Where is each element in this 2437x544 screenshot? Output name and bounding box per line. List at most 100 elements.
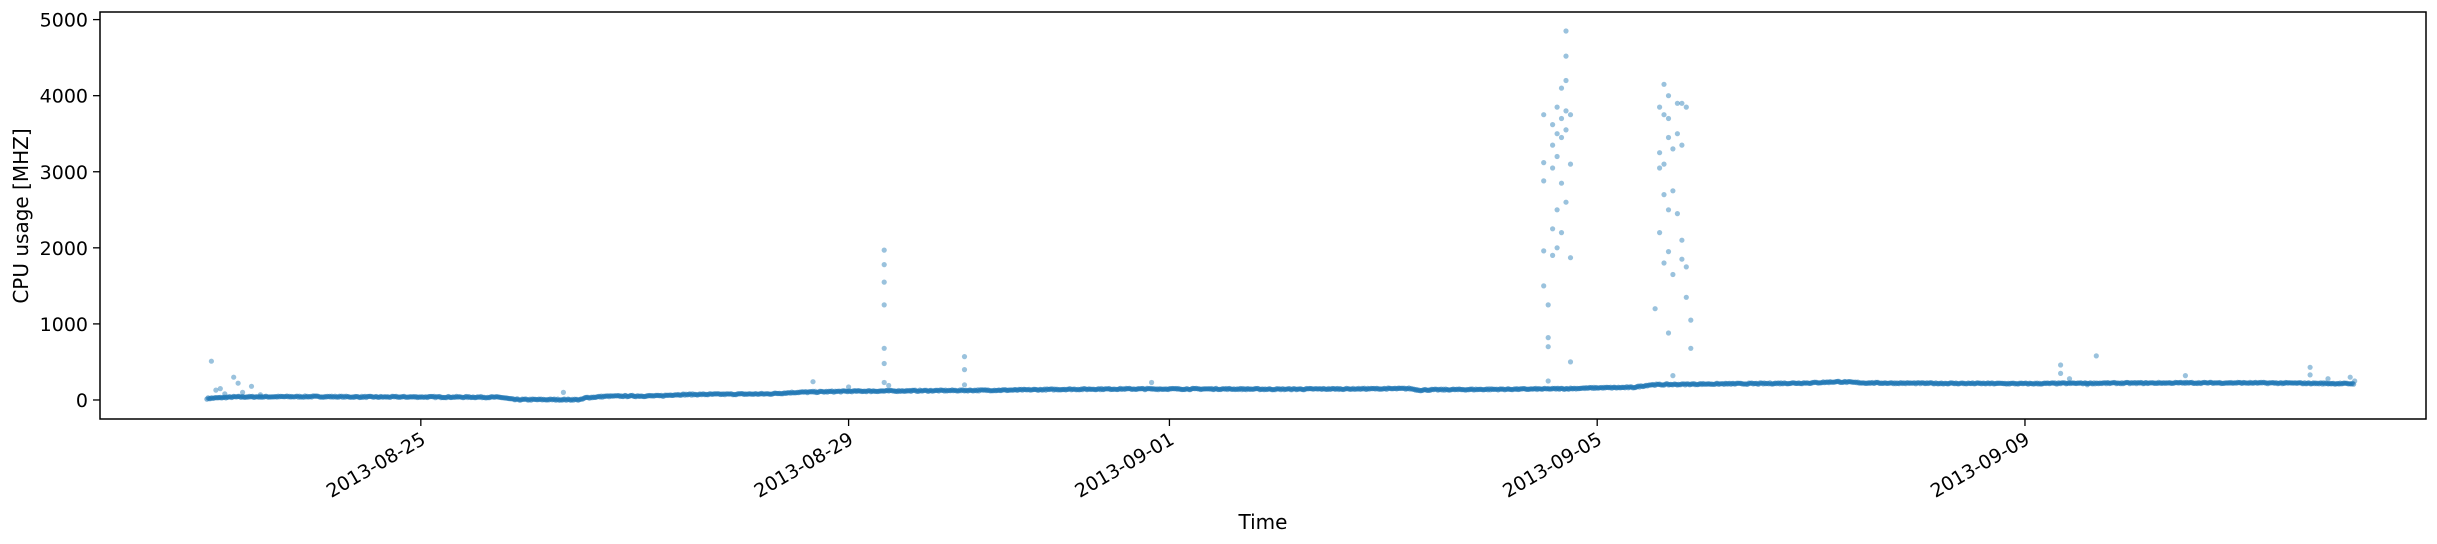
- outlier-point: [1149, 379, 1155, 386]
- outlier-point: [1545, 344, 1551, 350]
- outlier-point: [810, 379, 816, 385]
- outlier-point: [1554, 104, 1560, 110]
- outlier-point: [1661, 112, 1667, 118]
- outlier-point: [1550, 165, 1556, 171]
- outlier-point: [1665, 134, 1672, 141]
- outlier-point: [1665, 330, 1672, 336]
- outlier-point: [1670, 271, 1676, 278]
- y-axis-label: CPU usage [MHZ]: [9, 128, 33, 303]
- outlier-point: [1567, 255, 1574, 261]
- outlier-point: [1563, 199, 1569, 205]
- y-axis: 0 1000 2000 3000 4000 5000: [40, 10, 100, 412]
- outlier-point: [248, 383, 255, 389]
- y-tick-label: 3000: [40, 162, 88, 184]
- outlier-point: [1550, 142, 1556, 148]
- outlier-point: [2084, 382, 2090, 388]
- outlier-point: [1688, 345, 1694, 351]
- outlier-point: [1545, 335, 1551, 341]
- outlier-point: [1670, 373, 1676, 379]
- outlier-point: [881, 302, 887, 308]
- outlier-point: [1554, 153, 1560, 160]
- outlier-point: [1550, 226, 1556, 232]
- outlier-point: [1657, 230, 1663, 236]
- outlier-point: [2093, 353, 2099, 359]
- outlier-point: [2347, 374, 2353, 380]
- outlier-point: [2325, 376, 2331, 382]
- outlier-point: [560, 389, 567, 395]
- outlier-point: [1558, 85, 1565, 91]
- outlier-point: [1554, 131, 1560, 137]
- outlier-point: [2307, 364, 2313, 370]
- outlier-point: [1661, 81, 1667, 87]
- outlier-point: [1661, 161, 1667, 167]
- outlier-point: [881, 279, 887, 285]
- outlier-point: [1670, 188, 1676, 194]
- y-tick-label: 5000: [40, 10, 88, 32]
- outlier-point: [1563, 53, 1569, 59]
- outlier-point: [881, 379, 887, 386]
- outlier-point: [1558, 180, 1565, 186]
- outlier-point: [1657, 104, 1663, 110]
- outlier-point: [2352, 378, 2358, 384]
- outlier-point: [846, 384, 852, 390]
- outlier-point: [235, 380, 241, 386]
- outlier-point: [257, 392, 263, 398]
- outlier-point: [1554, 207, 1560, 213]
- outlier-point: [1541, 160, 1547, 166]
- outlier-point: [1665, 207, 1672, 213]
- plot-frame: [99, 11, 2427, 420]
- outlier-point: [217, 386, 223, 392]
- outlier-point: [1657, 165, 1663, 171]
- outlier-point: [1563, 108, 1569, 114]
- outlier-point: [1563, 28, 1569, 34]
- outlier-point: [1661, 192, 1667, 198]
- outlier-point: [1541, 283, 1547, 289]
- outlier-point: [1657, 150, 1663, 156]
- outlier-point: [881, 262, 887, 268]
- outlier-point: [1567, 161, 1574, 167]
- outlier-point: [1550, 122, 1556, 128]
- outlier-point: [1558, 115, 1565, 122]
- outlier-point: [1674, 211, 1680, 217]
- outlier-point: [1550, 252, 1556, 258]
- outlier-point: [1563, 77, 1569, 84]
- outlier-point: [1679, 256, 1685, 262]
- y-tick-label: 1000: [40, 314, 88, 336]
- outlier-point: [1665, 93, 1672, 99]
- y-tick-label: 2000: [40, 238, 88, 260]
- outlier-point: [1652, 306, 1658, 312]
- outlier-point: [1545, 302, 1551, 308]
- outlier-point: [961, 367, 968, 373]
- outlier-point: [881, 345, 887, 351]
- outlier-point: [2182, 373, 2188, 379]
- outlier-point: [2066, 376, 2073, 382]
- outlier-point: [1567, 112, 1574, 118]
- outlier-point: [1674, 131, 1680, 137]
- outlier-point: [1558, 134, 1565, 141]
- baseline-point: [2351, 381, 2357, 387]
- outlier-point: [1563, 127, 1569, 133]
- outlier-point: [881, 247, 887, 253]
- outlier-point: [1558, 230, 1565, 236]
- outlier-point: [1683, 264, 1689, 270]
- outlier-point: [222, 391, 228, 397]
- outlier-point: [2058, 362, 2064, 368]
- outlier-point: [208, 358, 214, 364]
- outlier-point: [1679, 100, 1685, 106]
- outlier-point: [1679, 142, 1685, 148]
- outlier-point: [961, 382, 968, 388]
- outlier-point: [1688, 317, 1694, 323]
- y-tick-label: 4000: [40, 86, 88, 108]
- outlier-point: [1541, 112, 1547, 118]
- outlier-point: [1683, 294, 1689, 300]
- outlier-point: [1567, 359, 1574, 365]
- outlier-point: [1670, 146, 1676, 152]
- outlier-point: [1679, 237, 1685, 243]
- outlier-point: [1661, 260, 1667, 266]
- outlier-point: [1554, 245, 1560, 251]
- outlier-point: [1541, 178, 1547, 184]
- outlier-point: [881, 360, 887, 367]
- y-tick-label: 0: [76, 390, 88, 412]
